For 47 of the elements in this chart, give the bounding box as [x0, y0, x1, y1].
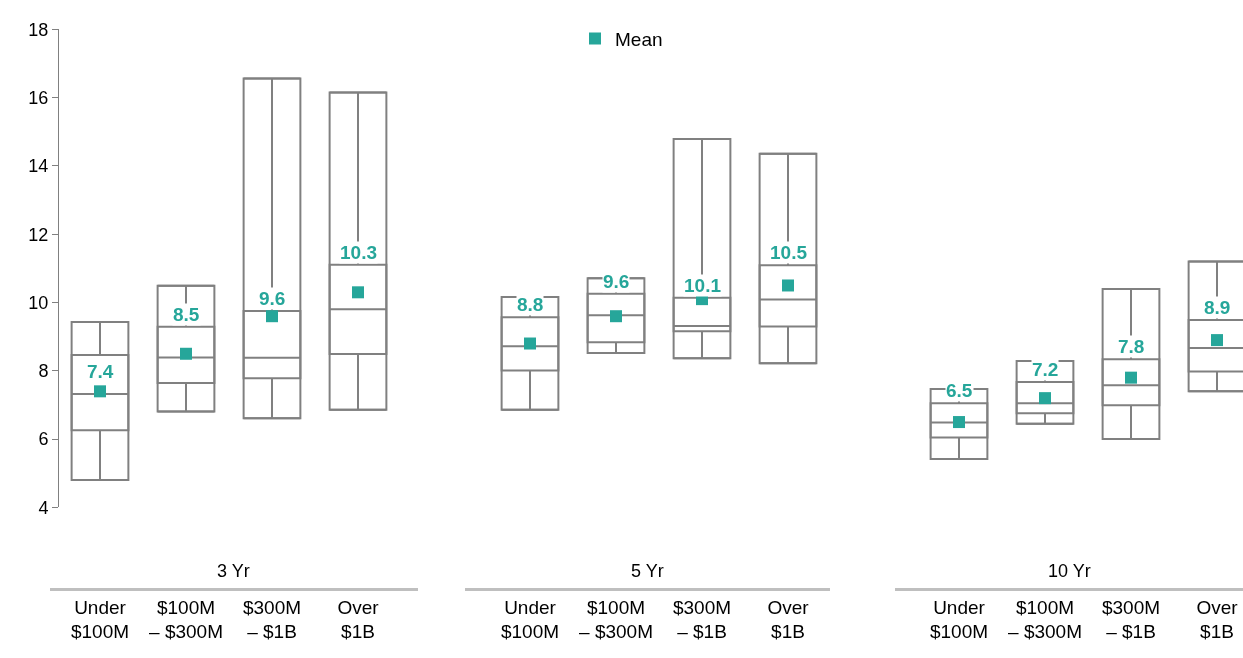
x-tick-label: Over $1B — [767, 596, 810, 643]
y-tick-label: 14 — [28, 156, 49, 177]
point — [1211, 334, 1223, 347]
data-label: 7.2 — [1032, 359, 1059, 380]
x-axis-title: 3 Yr — [217, 561, 250, 581]
data-label: 7.8 — [1118, 336, 1145, 357]
data-label: 6.5 — [946, 380, 973, 401]
data-label: 8.9 — [1204, 297, 1231, 318]
x-axis-title: 10 Yr — [1048, 561, 1091, 581]
point — [266, 310, 278, 323]
y-tick-label: 4 — [38, 497, 49, 518]
x-tick-label: $300M – $1B — [672, 596, 732, 643]
x-tick-label: Under $100M — [70, 596, 130, 643]
x-tick-label: $100M – $300M — [149, 596, 223, 643]
point — [953, 416, 965, 429]
legend-label: Mean — [615, 28, 663, 50]
y-tick-label: 18 — [28, 19, 49, 40]
y-tick-label: 6 — [38, 429, 49, 450]
x-tick-label: Under $100M — [929, 596, 989, 643]
data-label: 8.5 — [173, 304, 200, 325]
y-tick-label: 8 — [38, 361, 49, 382]
point — [782, 279, 794, 292]
x-tick-label: $100M – $300M — [1008, 596, 1082, 643]
point — [180, 347, 192, 360]
data-label: 10.5 — [770, 242, 808, 263]
y-tick-label: 12 — [28, 224, 49, 245]
x-tick-label: Over $1B — [1196, 596, 1239, 643]
x-tick-label: Over $1B — [337, 596, 380, 643]
x-tick-label: $300M – $1B — [242, 596, 302, 643]
point — [610, 310, 622, 323]
y-tick-label: 16 — [28, 87, 49, 108]
point — [94, 385, 106, 398]
x-tick-label: Under $100M — [500, 596, 560, 643]
y-tick-label: 10 — [28, 292, 49, 313]
x-tick-label: $100M – $300M — [579, 596, 653, 643]
point — [352, 286, 364, 299]
data-label: 10.3 — [340, 242, 377, 263]
x-tick-label: $300M – $1B — [1101, 596, 1161, 643]
data-label: 8.8 — [517, 294, 544, 315]
data-label: 10.1 — [684, 275, 722, 296]
x-axis-title: 5 Yr — [631, 561, 664, 581]
point — [1039, 392, 1051, 405]
point — [1125, 371, 1137, 384]
data-label: 9.6 — [603, 271, 630, 292]
data-label: 7.4 — [87, 361, 114, 382]
point — [524, 337, 536, 350]
data-label: 9.6 — [259, 288, 286, 309]
